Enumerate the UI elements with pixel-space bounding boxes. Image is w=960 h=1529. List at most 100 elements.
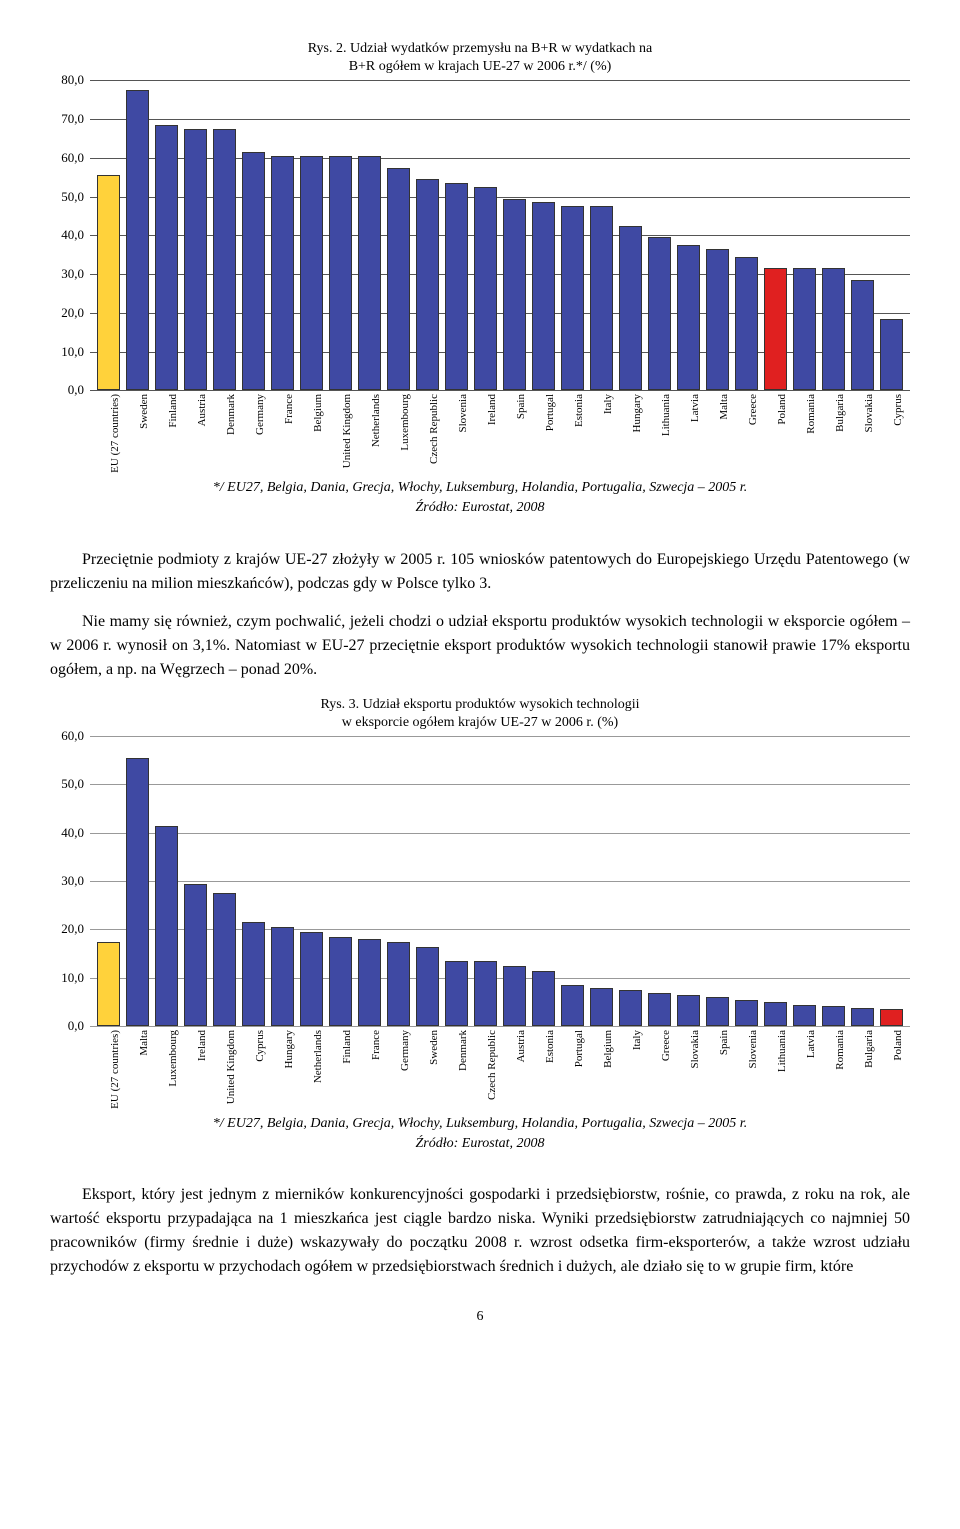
bar-slot: [123, 736, 152, 1026]
y-tick-label: 70,0: [61, 111, 90, 127]
chart-2-title-line1: Rys. 3. Udział eksportu produktów wysoki…: [320, 697, 639, 712]
x-tick-label: Belgium: [602, 1030, 614, 1068]
xlabel-slot: Belgium: [587, 1026, 616, 1106]
xlabel-slot: Estonia: [558, 390, 587, 470]
bar: [590, 988, 612, 1026]
bar-slot: [616, 736, 645, 1026]
bar: [474, 961, 496, 1026]
bar-slot: [384, 736, 413, 1026]
xlabel-slot: Czech Republic: [413, 390, 442, 470]
paragraph-3: Eksport, który jest jednym z mierników k…: [50, 1183, 910, 1279]
x-tick-label: Poland: [776, 394, 788, 425]
chart-2-title-line2: w eksporcie ogółem krajów UE-27 w 2006 r…: [342, 715, 618, 730]
footnote2-line2: Źródło: Eurostat, 2008: [416, 1136, 545, 1151]
bar: [271, 927, 293, 1026]
x-tick-label: Cyprus: [254, 1030, 266, 1062]
bar-slot: [123, 80, 152, 390]
xlabel-slot: Lithuania: [761, 1026, 790, 1106]
bar-slot: [877, 80, 906, 390]
bar: [184, 129, 206, 391]
bar-slot: [645, 80, 674, 390]
bar-slot: [703, 736, 732, 1026]
x-tick-label: Latvia: [689, 394, 701, 422]
chart-2-footnote: */ EU27, Belgia, Dania, Grecja, Włochy, …: [50, 1114, 910, 1153]
xlabel-slot: Slovakia: [848, 390, 877, 470]
xlabel-slot: United Kingdom: [210, 1026, 239, 1106]
bar: [822, 1006, 844, 1026]
bar-slot: [848, 736, 877, 1026]
bar: [242, 922, 264, 1026]
bar: [590, 206, 612, 390]
x-tick-label: Denmark: [457, 1030, 469, 1071]
xlabel-slot: Austria: [500, 1026, 529, 1106]
bar: [764, 268, 786, 390]
bar: [851, 280, 873, 391]
xlabel-slot: Cyprus: [877, 390, 906, 470]
x-tick-label: Bulgaria: [863, 1030, 875, 1068]
bar: [793, 1005, 815, 1026]
bar-slot: [152, 80, 181, 390]
x-tick-label: Spain: [718, 1030, 730, 1055]
chart-1-footnote: */ EU27, Belgia, Dania, Grecja, Włochy, …: [50, 478, 910, 517]
x-tick-label: Italy: [602, 394, 614, 414]
xlabel-slot: Slovenia: [732, 1026, 761, 1106]
bar-slot: [587, 80, 616, 390]
y-tick-label: 20,0: [61, 921, 90, 937]
bar-slot: [500, 80, 529, 390]
bar: [880, 1009, 902, 1026]
bar: [735, 257, 757, 391]
chart-2-title: Rys. 3. Udział eksportu produktów wysoki…: [50, 696, 910, 732]
x-tick-label: Sweden: [138, 394, 150, 429]
xlabel-slot: France: [268, 390, 297, 470]
bar-slot: [384, 80, 413, 390]
xlabel-slot: Spain: [703, 1026, 732, 1106]
xlabel-slot: Belgium: [297, 390, 326, 470]
x-tick-label: France: [370, 1030, 382, 1060]
bar: [764, 1002, 786, 1026]
bar: [619, 990, 641, 1026]
bar: [300, 156, 322, 391]
bar-slot: [529, 80, 558, 390]
bar-slot: [471, 80, 500, 390]
bar-slot: [239, 80, 268, 390]
xlabel-slot: Malta: [123, 1026, 152, 1106]
chart-1-xlabels: EU (27 countries)SwedenFinlandAustriaDen…: [90, 390, 910, 470]
x-tick-label: Ireland: [196, 1030, 208, 1061]
chart-1-title-line1: Rys. 2. Udział wydatków przemysłu na B+R…: [308, 41, 652, 56]
bar: [155, 826, 177, 1026]
bar: [387, 168, 409, 391]
bar-slot: [413, 80, 442, 390]
x-tick-label: Luxembourg: [399, 394, 411, 451]
bar: [358, 939, 380, 1026]
bar: [648, 993, 670, 1026]
xlabel-slot: Slovakia: [674, 1026, 703, 1106]
bar-slot: [587, 736, 616, 1026]
bar-slot: [819, 80, 848, 390]
bar-slot: [210, 736, 239, 1026]
bar: [184, 884, 206, 1026]
xlabel-slot: Austria: [181, 390, 210, 470]
bar: [213, 129, 235, 391]
bar-slot: [326, 80, 355, 390]
paragraph-1: Przeciętnie podmioty z krajów UE-27 złoż…: [50, 548, 910, 596]
bar: [242, 152, 264, 390]
bar-slot: [355, 80, 384, 390]
xlabel-slot: Luxembourg: [152, 1026, 181, 1106]
bar-slot: [355, 736, 384, 1026]
y-tick-label: 30,0: [61, 873, 90, 889]
x-tick-label: Spain: [515, 394, 527, 419]
x-tick-label: Hungary: [283, 1030, 295, 1069]
xlabel-slot: Hungary: [268, 1026, 297, 1106]
xlabel-slot: Portugal: [529, 390, 558, 470]
xlabel-slot: Hungary: [616, 390, 645, 470]
xlabel-slot: Latvia: [674, 390, 703, 470]
bar: [735, 1000, 757, 1026]
bar: [445, 961, 467, 1026]
bar-slot: [442, 80, 471, 390]
footnote-line1: */ EU27, Belgia, Dania, Grecja, Włochy, …: [213, 480, 747, 495]
xlabel-slot: United Kingdom: [326, 390, 355, 470]
x-tick-label: EU (27 countries): [109, 394, 121, 473]
bar: [880, 319, 902, 391]
bar-slot: [674, 80, 703, 390]
chart-2-xlabels: EU (27 countries)MaltaLuxembourgIrelandU…: [90, 1026, 910, 1106]
